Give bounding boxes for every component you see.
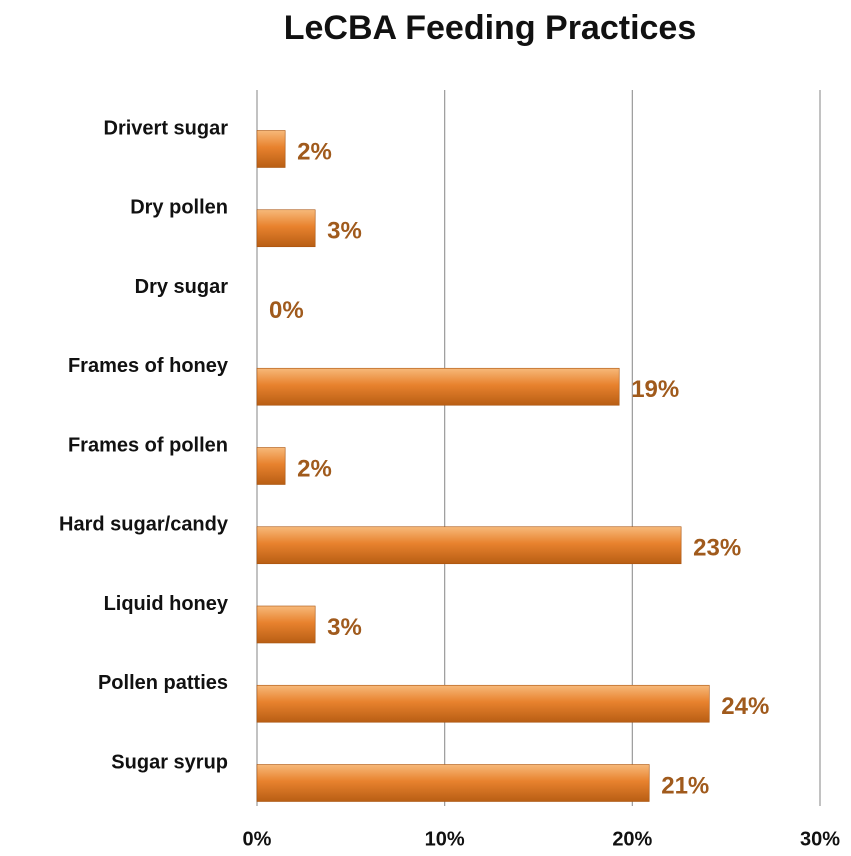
data-label: 3% (327, 218, 362, 245)
chart-title: LeCBA Feeding Practices (284, 9, 697, 47)
data-label: 0% (269, 297, 304, 324)
data-label: 2% (297, 138, 332, 165)
category-label: Liquid honey (104, 593, 229, 615)
category-label: Pollen patties (98, 672, 228, 694)
bar (256, 130, 286, 168)
category-label: Frames of honey (68, 355, 229, 377)
category-label: Drivert sugar (104, 117, 229, 139)
bar (256, 447, 286, 485)
category-label: Frames of pollen (68, 434, 228, 456)
bar (256, 367, 620, 406)
category-label: Dry sugar (135, 276, 229, 298)
data-label: 24% (721, 693, 769, 720)
x-tick-label: 10% (425, 828, 465, 850)
x-tick-label: 0% (243, 828, 272, 850)
data-label: 2% (297, 455, 332, 482)
x-tick-label: 30% (800, 828, 840, 850)
bar (256, 209, 316, 248)
x-tick-label: 20% (612, 828, 652, 850)
category-label: Dry pollen (130, 197, 228, 219)
bar (256, 605, 316, 644)
data-label: 19% (631, 376, 679, 403)
bar (256, 526, 682, 565)
category-label: Hard sugar/candy (59, 514, 229, 536)
data-label: 21% (661, 772, 709, 799)
data-label: 3% (327, 614, 362, 641)
bar (256, 764, 650, 802)
bar (256, 684, 710, 723)
data-label: 23% (693, 535, 741, 562)
category-label: Sugar syrup (111, 751, 228, 773)
